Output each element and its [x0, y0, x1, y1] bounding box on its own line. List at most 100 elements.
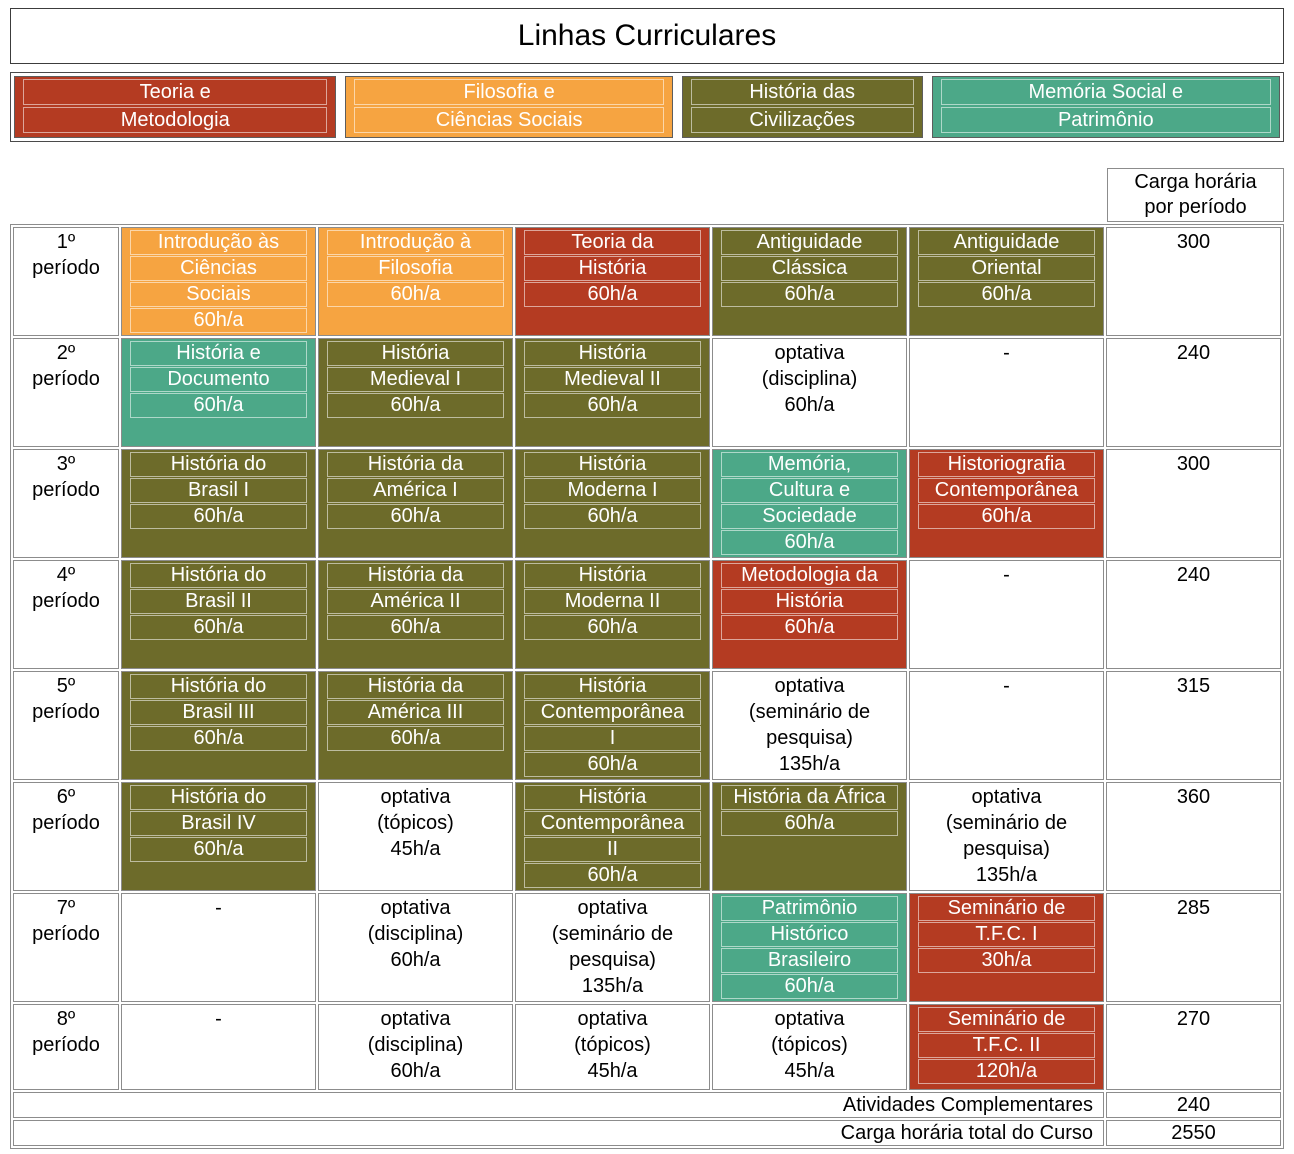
period-label-line: 1º [56, 231, 76, 253]
legend-item-label: Memória Social e [940, 79, 1271, 105]
elective-line: (disciplina) [367, 923, 464, 945]
period-label-line: período [32, 368, 100, 390]
legend-item-filosofia-e-ciencias-sociais: Filosofia e Ciências Sociais [345, 76, 673, 138]
summary-row: Atividades Complementares 240 [13, 1092, 1281, 1118]
course-line: História do [130, 785, 307, 810]
period-row: 3º período História do Brasil I 60h/a Históri… [13, 449, 1281, 558]
course-line: Seminário de [918, 1007, 1095, 1032]
course-line: 60h/a [130, 837, 307, 862]
period-workload: 240 [1106, 560, 1281, 669]
course-line: América III [327, 700, 504, 725]
course-block: Metodologia da História 60h/a [713, 561, 906, 668]
period-label: 5º período [13, 671, 119, 780]
course-block: História Medieval I 60h/a [319, 339, 512, 446]
course-line: Sociais [130, 282, 307, 307]
elective-line: optativa [774, 675, 845, 697]
course-line: 60h/a [721, 530, 898, 555]
period-label-line: período [32, 479, 100, 501]
course-line: Introdução às [130, 230, 307, 255]
period-workload: 270 [1106, 1004, 1281, 1090]
elective-line: - [215, 1008, 222, 1030]
course-line: Medieval II [524, 367, 701, 392]
period-label: 6º período [13, 782, 119, 891]
period-label-line: 6º [56, 786, 76, 808]
course-line: História do [130, 674, 307, 699]
period-label-line: 5º [56, 675, 76, 697]
period-workload: 300 [1106, 227, 1281, 336]
elective-line: 45h/a [390, 838, 441, 860]
period-workload: 360 [1106, 782, 1281, 891]
course-line: América II [327, 589, 504, 614]
period-label-line: 4º [56, 564, 76, 586]
elective-line: (tópicos) [771, 1034, 848, 1056]
course-block: História da América I 60h/a [319, 450, 512, 557]
page-title: Linhas Curriculares [10, 8, 1284, 64]
course-line: Ciências [130, 256, 307, 281]
course-line: II [524, 837, 701, 862]
course-line: Moderna II [524, 589, 701, 614]
legend-item-teoria-e-metodologia: Teoria e Metodologia [14, 76, 337, 138]
course-line: 30h/a [918, 948, 1095, 973]
course-line: 60h/a [524, 504, 701, 529]
course-line: Brasileiro [721, 948, 898, 973]
course-line: 60h/a [918, 504, 1095, 529]
course-line: Sociedade [721, 504, 898, 529]
legend-item-label: Filosofia e [354, 79, 664, 105]
course-line: 60h/a [524, 752, 701, 777]
course-line: 60h/a [721, 811, 898, 836]
course-line: História [327, 341, 504, 366]
course-line: 60h/a [327, 504, 504, 529]
course-line: 60h/a [327, 615, 504, 640]
period-workload: 315 [1106, 671, 1281, 780]
elective-cell: optativa (tópicos) 45h/a [712, 1004, 907, 1090]
course-block: História Medieval II 60h/a [516, 339, 709, 446]
curriculum-table: 1º período Introdução às Ciências Sociais 60h… [10, 224, 1284, 1149]
course-block: Seminário de T.F.C. II 120h/a [910, 1005, 1103, 1089]
elective-cell: optativa (seminário de pesquisa) 135h/a [909, 782, 1104, 891]
course-line: Historiografia [918, 452, 1095, 477]
course-line: I [524, 726, 701, 751]
period-label-line: período [32, 1034, 100, 1056]
elective-line: 135h/a [778, 753, 841, 775]
course-cell: História do Brasil I 60h/a [121, 449, 316, 558]
elective-line: (seminário de [551, 923, 674, 945]
course-line: Clássica [721, 256, 898, 281]
course-line: 60h/a [524, 863, 701, 888]
course-cell: História Medieval II 60h/a [515, 338, 710, 447]
legend-item-label: Teoria e [23, 79, 328, 105]
course-line: 60h/a [524, 282, 701, 307]
course-cell: Metodologia da História 60h/a [712, 560, 907, 669]
course-cell: História da América II 60h/a [318, 560, 513, 669]
legend-item-label: Patrimônio [940, 107, 1271, 133]
period-workload: 285 [1106, 893, 1281, 1002]
course-line: 60h/a [130, 504, 307, 529]
workload-header-strip: Carga horária por período [10, 168, 1284, 222]
course-line: América I [327, 478, 504, 503]
course-line: 60h/a [130, 308, 307, 333]
summary-row: Carga horária total do Curso 2550 [13, 1120, 1281, 1146]
course-line: 60h/a [130, 726, 307, 751]
elective-cell: optativa (disciplina) 60h/a [318, 893, 513, 1002]
course-line: Metodologia da [721, 563, 898, 588]
course-line: História da África [721, 785, 898, 810]
course-cell: História Medieval I 60h/a [318, 338, 513, 447]
course-cell: História da África 60h/a [712, 782, 907, 891]
course-block: História da África 60h/a [713, 783, 906, 890]
elective-cell: optativa (disciplina) 60h/a [318, 1004, 513, 1090]
summary-label: Carga horária total do Curso [13, 1120, 1104, 1146]
period-workload: 240 [1106, 338, 1281, 447]
course-line: Contemporânea [918, 478, 1095, 503]
course-block: História Moderna II 60h/a [516, 561, 709, 668]
period-label: 4º período [13, 560, 119, 669]
elective-line: pesquisa) [569, 949, 656, 971]
elective-line: optativa [380, 786, 451, 808]
course-line: 60h/a [130, 393, 307, 418]
period-label-line: período [32, 257, 100, 279]
legend-item-label: Civilizações [690, 107, 914, 133]
course-cell: Seminário de T.F.C. I 30h/a [909, 893, 1104, 1002]
elective-line: - [1003, 564, 1010, 586]
course-line: Contemporânea [524, 700, 701, 725]
period-label: 7º período [13, 893, 119, 1002]
elective-line: pesquisa) [963, 838, 1050, 860]
